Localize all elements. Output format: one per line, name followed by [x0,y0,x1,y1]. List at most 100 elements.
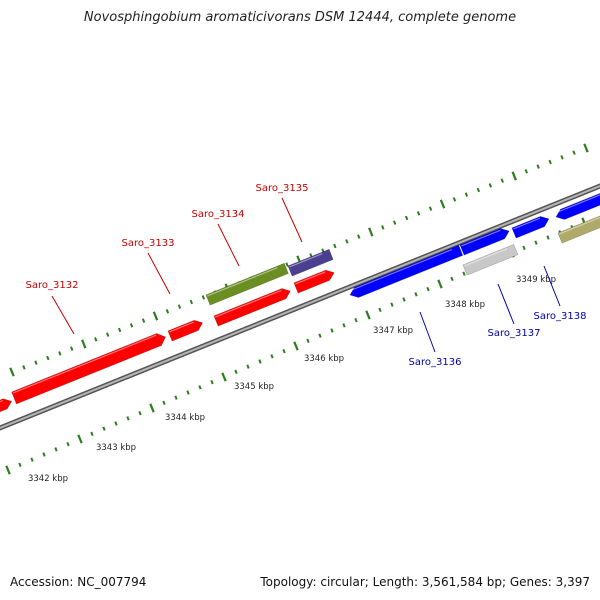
scale-label: 3343 kbp [96,443,136,453]
scale-label: 3348 kbp [445,300,485,310]
minor-tick [22,365,26,370]
major-tick [81,339,87,349]
minor-tick [333,243,337,249]
feature-blue-3 [511,216,550,239]
minor-tick [105,332,110,337]
accession-text: Accession: NC_007794 [10,575,147,589]
minor-tick [285,262,289,267]
scale-label: 3342 kbp [28,474,68,484]
gene-leader-line [281,197,303,243]
feature-red-4 [213,288,291,327]
minor-tick [534,240,538,245]
minor-tick [378,307,382,313]
minor-tick [198,385,202,390]
minor-tick [524,169,528,174]
minor-tick [66,441,70,447]
minor-tick [141,318,146,323]
minor-tick [522,245,526,251]
gene-label: Saro_3135 [256,183,309,194]
gene-callouts: Saro_3132 Saro_3133 Saro_3134 Saro_3135 Saro… [26,183,587,368]
scale-label: 3344 kbp [165,413,205,423]
minor-tick [476,187,481,193]
gene-leader-line [543,265,561,307]
minor-tick [450,276,454,282]
minor-tick [70,346,74,351]
gene-leader-line [51,295,75,335]
minor-tick [58,351,62,356]
minor-tick [404,215,409,221]
gene-leader-line [497,283,515,325]
minor-tick [186,390,190,395]
minor-tick [416,211,421,216]
minor-tick [306,338,310,344]
minor-tick [117,327,122,333]
minor-tick [54,447,58,452]
minor-tick [500,178,504,183]
feature-track [0,193,600,413]
minor-tick [572,150,576,155]
gene-label: Saro_3137 [488,328,541,339]
minor-tick [42,452,46,457]
minor-tick [546,235,550,240]
minor-tick [30,457,34,462]
minor-tick [330,328,334,333]
major-tick [77,434,83,444]
scale-label: 3345 kbp [234,382,274,392]
minor-tick [354,317,358,323]
major-tick [293,341,299,351]
scale-labels: 3342 kbp 3343 kbp 3344 kbp 3345 kbp 3346 kbp… [28,275,556,484]
minor-tick [402,297,406,302]
minor-tick [138,410,142,416]
minor-tick [162,400,166,406]
minor-tick [189,299,194,305]
gene-label: Saro_3136 [409,357,462,368]
minor-tick [258,359,262,364]
minor-tick [452,197,457,202]
gene-leader-line [217,223,240,267]
major-tick [583,143,589,153]
major-tick [368,227,374,237]
minor-tick [201,295,206,300]
minor-tick [428,206,433,211]
minor-tick [342,323,346,328]
feature-olive [557,215,600,244]
minor-tick [357,234,361,239]
feature-grey [462,244,519,276]
minor-tick [34,360,38,365]
minor-tick [102,426,106,431]
scale-label: 3347 kbp [373,326,413,336]
gene-label: Saro_3134 [192,209,245,220]
minor-tick [114,421,118,426]
minor-tick [464,192,469,197]
gene-label: Saro_3138 [534,311,587,322]
genome-summary-text: Topology: circular; Length: 3,561,584 bp… [260,575,590,589]
major-tick [439,199,446,209]
minor-tick [560,155,564,160]
minor-tick [129,323,134,328]
minor-tick [94,337,98,342]
minor-tick [462,271,466,276]
minor-tick [282,348,286,354]
feature-blue-2 [459,228,510,256]
feature-blue-4 [555,193,600,220]
minor-tick [381,225,385,230]
gene-leader-line [147,252,171,295]
scale-label: 3346 kbp [304,354,344,364]
minor-tick [536,164,540,169]
major-tick [9,367,15,377]
gene-label: Saro_3132 [26,280,79,291]
major-tick [152,311,159,321]
gene-label: Saro_3133 [122,238,175,249]
feature-red-2 [11,333,167,405]
minor-tick [392,220,397,225]
minor-tick [46,355,50,361]
feature-red-5 [293,269,335,294]
minor-tick [165,309,170,314]
major-tick [5,465,11,475]
gene-leader-line [419,311,436,353]
major-tick [511,171,517,181]
minor-tick [246,364,250,369]
minor-tick [90,431,94,437]
minor-tick [18,462,22,468]
